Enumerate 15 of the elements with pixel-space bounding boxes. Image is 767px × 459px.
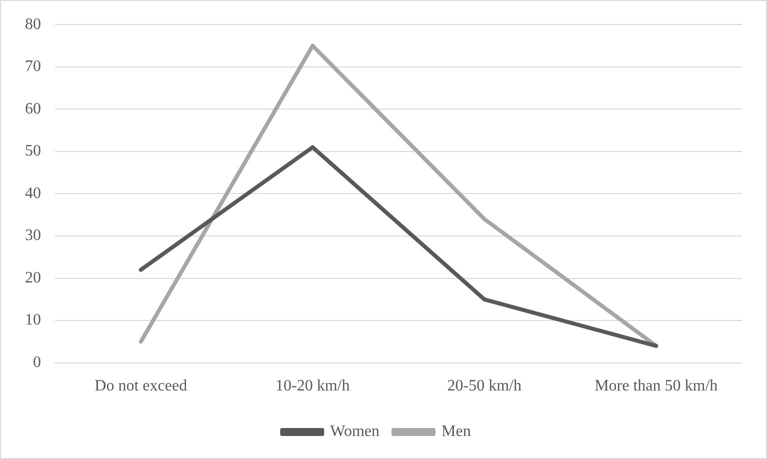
x-tick-label: Do not exceed xyxy=(94,378,188,395)
y-tick-label: 40 xyxy=(25,184,41,202)
x-tick-label: 10-20 km/h xyxy=(276,378,350,395)
legend-label: Women xyxy=(330,423,380,440)
x-tick-label: 20-50 km/h xyxy=(447,378,522,395)
y-tick-label: 20 xyxy=(25,269,41,286)
y-tick-label: 30 xyxy=(25,227,41,244)
x-tick-label: More than 50 km/h xyxy=(594,378,718,395)
y-tick-label: 60 xyxy=(25,100,41,118)
y-tick-label: 0 xyxy=(33,354,41,372)
y-tick-label: 70 xyxy=(25,58,41,76)
y-tick-label: 50 xyxy=(25,142,41,160)
legend-label: Men xyxy=(442,423,471,440)
y-tick-label: 10 xyxy=(25,312,41,329)
y-tick-label: 80 xyxy=(25,16,41,33)
